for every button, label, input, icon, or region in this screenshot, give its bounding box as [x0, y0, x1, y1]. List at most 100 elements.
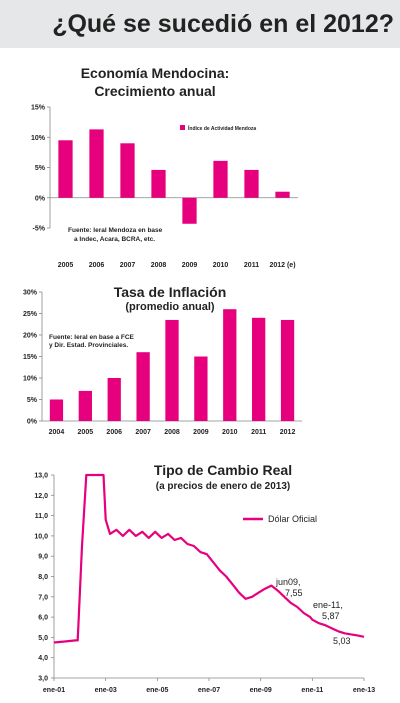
y-tick-label: 6,0: [38, 615, 48, 622]
inflation-chart: Tasa de Inflación (promedio anual) 2004 2…: [23, 284, 302, 436]
y-tick-label: 15%: [23, 354, 38, 361]
growth-chart: Economía Mendocina: Crecimiento anual 20…: [31, 65, 298, 269]
source-note-line-1: Fuente: Ieral en base a FCE: [49, 334, 135, 341]
x-tick-label: ene-13: [353, 687, 375, 694]
y-tick-label: 30%: [23, 290, 38, 297]
inflation-chart-bars: [49, 309, 295, 421]
y-tick-label: 5%: [35, 165, 46, 172]
bar-2012e: [275, 191, 290, 198]
inflation-chart-subtitle: (promedio anual): [125, 301, 215, 313]
bar-2008: [165, 319, 179, 421]
legend-label: Dólar Oficial: [268, 514, 317, 524]
x-tick-label: ene-01: [43, 687, 65, 694]
exchange-rate-chart-y-ticks: 13,0 12,0 11,0 10,0 9,0 8,0 7,0 6,0 5,0 4,0 3,0: [34, 473, 54, 683]
growth-chart-bars: [58, 129, 290, 224]
y-tick-label: 9,0: [38, 554, 48, 561]
x-tick-label: 2010: [222, 429, 238, 436]
y-tick-label: 12,0: [34, 493, 48, 500]
x-tick-label: 2006: [106, 429, 122, 436]
x-tick-label: 2012 (e): [269, 262, 295, 269]
bar-2008: [151, 169, 166, 198]
exchange-rate-chart-subtitle: (a precios de enero de 2013): [156, 481, 291, 492]
y-tick-label: 8,0: [38, 574, 48, 581]
growth-chart-y-ticks: 15% 10% 5% 0% -5%: [31, 105, 50, 233]
source-note-line-1: Fuente: Ieral Mendoza en base: [68, 227, 163, 234]
bar-2011: [252, 317, 266, 421]
inflation-chart-x-ticks: 2004 2005 2006 2007 2008 2009 2010 2011 2012: [49, 429, 296, 436]
y-tick-label: 0%: [27, 419, 38, 426]
exchange-rate-legend: Dólar Oficial: [243, 514, 317, 524]
x-tick-label: 2008: [151, 262, 167, 269]
y-tick-label: 11,0: [35, 513, 48, 520]
growth-chart-x-ticks: 2005 2006 2007 2008 2009 2010 2011 2012 (e): [58, 262, 296, 269]
series-line-dolar-oficial: [53, 473, 365, 644]
bar-2009: [194, 356, 208, 421]
x-tick-label: 2007: [135, 429, 151, 436]
x-tick-label: 2004: [49, 429, 65, 436]
page-header: ¿Qué se sucedió en el 2012?: [0, 0, 400, 48]
x-tick-label: 2011: [244, 262, 259, 269]
bar-2005: [78, 390, 92, 421]
growth-chart-title: Economía Mendocina:: [81, 65, 230, 81]
x-tick-label: 2008: [164, 429, 180, 436]
x-tick-label: 2011: [251, 429, 266, 436]
y-tick-label: -5%: [33, 226, 46, 233]
y-tick-label: 20%: [23, 333, 38, 340]
bar-2007: [136, 352, 150, 421]
x-tick-label: 2009: [193, 429, 209, 436]
growth-chart-axes: [49, 107, 298, 228]
x-tick-label: ene-05: [146, 687, 168, 694]
annotation-ene11-label: ene-11,: [313, 600, 343, 610]
annotation-jun09-label: jun09,: [275, 577, 301, 587]
exchange-rate-chart-x-ticks: ene-01 ene-03 ene-05 ene-07 ene-09 ene-11 ene-…: [43, 678, 375, 694]
bar-2005: [58, 140, 73, 198]
inflation-chart-title: Tasa de Inflación: [114, 284, 227, 300]
bar-2006: [107, 378, 121, 421]
exchange-rate-chart-axes: [53, 475, 364, 679]
growth-chart-subtitle: Crecimiento anual: [94, 83, 215, 99]
y-tick-label: 3,0: [38, 676, 48, 683]
x-tick-label: 2009: [182, 262, 198, 269]
y-tick-label: 25%: [23, 311, 38, 318]
source-note-line-2: a Indec, Acara, BCRA, etc.: [74, 236, 155, 243]
x-tick-label: ene-03: [95, 687, 117, 694]
bar-2012: [280, 319, 295, 421]
x-tick-label: 2005: [58, 262, 74, 269]
y-tick-label: 5%: [27, 397, 38, 404]
exchange-rate-chart-title: Tipo de Cambio Real: [154, 462, 292, 478]
annotation-final-value: 5,03: [333, 636, 351, 646]
y-tick-label: 4,0: [38, 655, 48, 662]
inflation-chart-y-ticks: 30% 25% 20% 15% 10% 5% 0%: [23, 290, 42, 426]
x-tick-label: ene-09: [250, 687, 272, 694]
y-tick-label: 0%: [35, 195, 46, 202]
legend-label: Índice de Actividad Mendoza: [188, 124, 256, 132]
exchange-rate-chart: Tipo de Cambio Real (a precios de enero …: [34, 462, 375, 694]
x-tick-label: ene-07: [198, 687, 220, 694]
page-title: ¿Qué se sucedió en el 2012?: [52, 10, 394, 38]
bar-2010: [213, 160, 228, 198]
bar-2007: [120, 143, 135, 198]
x-tick-label: 2010: [213, 262, 229, 269]
x-tick-label: 2006: [89, 262, 105, 269]
source-note-line-2: y Dir. Estad. Provinciales.: [49, 342, 128, 349]
x-tick-label: 2012: [280, 429, 296, 436]
y-tick-label: 13,0: [34, 473, 48, 480]
annotation-jun09-value: 7,55: [285, 588, 303, 598]
x-tick-label: 2005: [78, 429, 94, 436]
y-tick-label: 10%: [23, 376, 38, 383]
bar-2011: [244, 169, 259, 198]
x-tick-label: 2007: [120, 262, 136, 269]
bar-2004: [49, 399, 64, 421]
bar-2006: [89, 129, 104, 198]
y-tick-label: 5,0: [38, 635, 48, 642]
y-tick-label: 15%: [31, 105, 46, 112]
y-tick-label: 10,0: [34, 533, 48, 540]
bar-2009: [182, 197, 197, 224]
x-tick-label: ene-11: [301, 687, 323, 694]
y-tick-label: 10%: [31, 135, 46, 142]
legend-swatch: [180, 125, 185, 130]
growth-chart-legend: Índice de Actividad Mendoza: [180, 124, 256, 132]
y-tick-label: 7,0: [38, 594, 48, 601]
annotation-ene11-value: 5,87: [322, 611, 340, 621]
bar-2010: [223, 309, 237, 421]
